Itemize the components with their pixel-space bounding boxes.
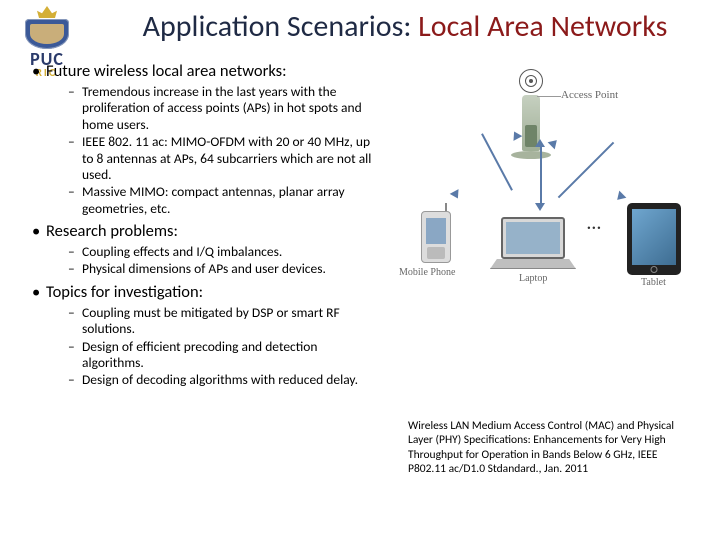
- sub-item: Coupling effects and I/Q imbalances.: [68, 244, 372, 260]
- arrow-head-icon: [535, 203, 545, 211]
- wlan-diagram: Access Point … Mobile Phone Lapto: [391, 61, 691, 321]
- arrow-head-icon: [535, 139, 545, 147]
- mobile-phone-icon: [421, 211, 451, 263]
- logo-emblem: [17, 6, 77, 50]
- laptop-label: Laptop: [519, 273, 547, 284]
- tablet-label: Tablet: [641, 277, 666, 288]
- logo-shield-icon: [25, 19, 69, 49]
- sub-item: Physical dimensions of APs and user devi…: [68, 261, 372, 277]
- arrow-line-icon: [558, 142, 615, 199]
- bullet-3-text: Topics for investigation:: [32, 282, 372, 303]
- arrow-head-icon: [450, 189, 463, 201]
- left-column: Future wireless local area networks: Tre…: [18, 61, 378, 477]
- laptop-screen-icon: [501, 217, 565, 259]
- bullet-2: Research problems: Coupling effects and …: [32, 221, 372, 278]
- sub-item: Massive MIMO: compact antennas, planar a…: [68, 184, 372, 217]
- ellipsis-icon: …: [587, 211, 605, 235]
- access-point-icon: [511, 69, 551, 159]
- arrow-line-icon: [540, 144, 542, 204]
- laptop-base-icon: [490, 259, 576, 269]
- bullet-2-sub: Coupling effects and I/Q imbalances. Phy…: [32, 244, 372, 278]
- laptop-icon: [501, 217, 576, 269]
- sub-item: Design of decoding algorithms with reduc…: [68, 372, 372, 388]
- sub-item: Coupling must be mitigated by DSP or sma…: [68, 305, 372, 338]
- logo-crown-icon: [37, 6, 57, 18]
- sub-item: Tremendous increase in the last years wi…: [68, 84, 372, 133]
- bullet-3: Topics for investigation: Coupling must …: [32, 282, 372, 389]
- slide: PUC RIO Application Scenarios: Local Are…: [0, 0, 720, 540]
- arrow-head-icon: [614, 191, 627, 204]
- slide-title: Application Scenarios: Local Area Networ…: [128, 10, 682, 43]
- ap-label-line: [537, 96, 561, 97]
- mobile-phone-label: Mobile Phone: [399, 267, 455, 278]
- right-column: Access Point … Mobile Phone Lapto: [378, 61, 698, 477]
- citation-text: Wireless LAN Medium Access Control (MAC)…: [384, 419, 698, 477]
- bullet-3-sub: Coupling must be mitigated by DSP or sma…: [32, 305, 372, 389]
- arrow-line-icon: [481, 133, 513, 190]
- title-part1: Application Scenarios:: [143, 8, 419, 45]
- bullet-list: Future wireless local area networks: Tre…: [18, 61, 372, 389]
- bullet-1-sub: Tremendous increase in the last years wi…: [32, 84, 372, 218]
- tablet-icon: [627, 203, 681, 275]
- bullet-1-text: Future wireless local area networks:: [32, 61, 372, 82]
- access-point-label: Access Point: [561, 89, 618, 101]
- bullet-1: Future wireless local area networks: Tre…: [32, 61, 372, 217]
- title-part2: Local Area Networks: [418, 8, 667, 45]
- antenna-waves-icon: [519, 69, 543, 93]
- sub-item: Design of efficient precoding and detect…: [68, 339, 372, 372]
- sub-item: IEEE 802. 11 ac: MIMO-OFDM with 20 or 40…: [68, 134, 372, 183]
- content-row: Future wireless local area networks: Tre…: [18, 61, 702, 477]
- bullet-2-text: Research problems:: [32, 221, 372, 242]
- ap-base-icon: [511, 151, 551, 159]
